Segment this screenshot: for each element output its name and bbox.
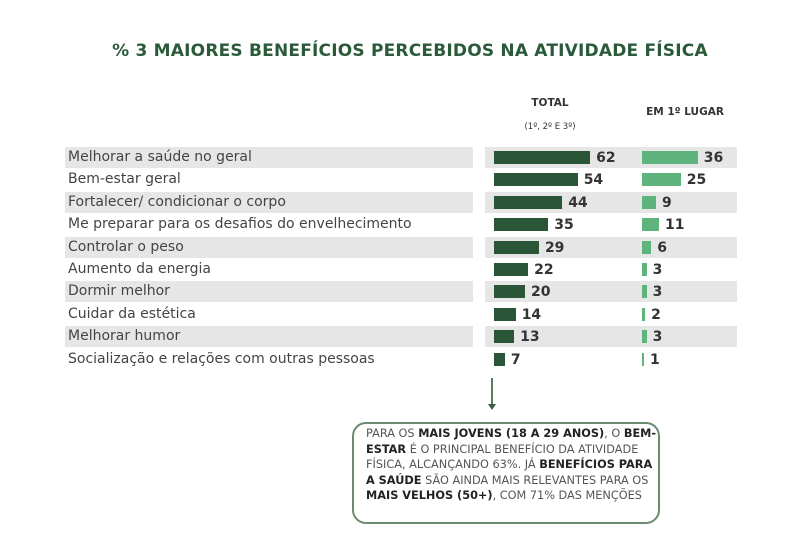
value-label: 2 (651, 306, 661, 323)
callout-text: MAIS VELHOS (50+) (366, 489, 493, 502)
value-label: 29 (544, 239, 565, 256)
callout-text: É O PRINCIPAL BENEFÍCIO DA ATIVIDADE FÍS… (366, 442, 639, 472)
header-first-place: EM 1º LUGAR (646, 106, 724, 118)
bar-first-place (642, 263, 647, 276)
value-label: 11 (665, 217, 685, 234)
category-label: Cuidar da estética (68, 305, 196, 322)
bar-total (494, 285, 525, 299)
value-label: 14 (521, 306, 542, 323)
bar-total (494, 151, 591, 164)
value-label: 3 (652, 329, 663, 346)
header-total-subtitle: (1º, 2º E 3º) (524, 122, 576, 132)
header-total: TOTAL (531, 97, 569, 109)
bar-total (494, 240, 539, 254)
bar-first-place (642, 307, 646, 321)
value-label: 6 (657, 239, 668, 256)
value-label: 20 (531, 284, 551, 301)
bar-total (494, 263, 529, 276)
bar-first-place (642, 218, 660, 232)
value-label: 1 (650, 351, 660, 368)
bar-first-place (642, 240, 652, 254)
category-label: Aumento da energia (68, 261, 211, 277)
value-label: 22 (534, 262, 554, 278)
category-label: Socialização e relações com outras pesso… (68, 350, 375, 367)
value-label: 3 (652, 262, 663, 278)
category-label: Fortalecer/ condicionar o corpo (68, 193, 286, 210)
bar-total (494, 307, 516, 321)
chart-title: % 3 MAIORES BENEFÍCIOS PERCEBIDOS NA ATI… (112, 41, 708, 61)
callout-text: PARA OS (366, 427, 419, 440)
category-label: Melhorar a saúde no geral (68, 149, 252, 165)
value-label: 3 (652, 284, 663, 301)
row-band (65, 191, 473, 213)
bar-first-place (642, 330, 647, 344)
row-band (65, 236, 473, 258)
value-label: 9 (661, 194, 672, 211)
category-label: Bem-estar geral (68, 171, 181, 188)
value-label: 35 (554, 217, 574, 234)
bar-total (494, 173, 578, 187)
value-label: 7 (510, 351, 521, 368)
value-label: 62 (596, 150, 616, 166)
category-label: Melhorar humor (68, 328, 181, 345)
callout-text: BEM-ESTAR (366, 427, 657, 456)
callout-text: , O (604, 427, 624, 440)
bar-first-place (642, 352, 644, 366)
category-label: Dormir melhor (68, 283, 170, 300)
bar-total (494, 330, 515, 344)
callout-text: SÃO AINDA MAIS RELEVANTES PARA OS (421, 473, 649, 487)
value-label: 54 (583, 172, 604, 189)
row-band (65, 281, 473, 303)
row-band (485, 236, 737, 258)
value-label: 44 (568, 194, 588, 211)
row-band (65, 326, 473, 348)
bar-total (494, 218, 549, 232)
row-band (65, 147, 473, 168)
row-band (485, 326, 737, 348)
callout-text: , COM 71% DAS MENÇÕES (492, 489, 642, 502)
bar-first-place (642, 195, 656, 209)
category-label: Me preparar para os desafios do envelhec… (68, 216, 412, 233)
value-label: 25 (686, 172, 707, 189)
callout-text: BENEFÍCIOS PARA A SAÚDE (366, 458, 653, 487)
arrow-line (491, 378, 493, 406)
bar-first-place (642, 285, 647, 299)
value-label: 13 (520, 329, 540, 346)
callout-box: PARA OS MAIS JOVENS (18 A 29 ANOS), O BE… (352, 422, 660, 524)
bar-first-place (642, 173, 681, 187)
value-label: 36 (703, 150, 724, 166)
bar-first-place (642, 151, 698, 164)
bar-total (494, 352, 505, 366)
bar-total (494, 195, 563, 209)
callout-text: MAIS JOVENS (18 A 29 ANOS) (418, 427, 605, 440)
category-label: Controlar o peso (68, 238, 184, 255)
row-band (485, 281, 737, 303)
arrow-down-icon (488, 404, 496, 410)
